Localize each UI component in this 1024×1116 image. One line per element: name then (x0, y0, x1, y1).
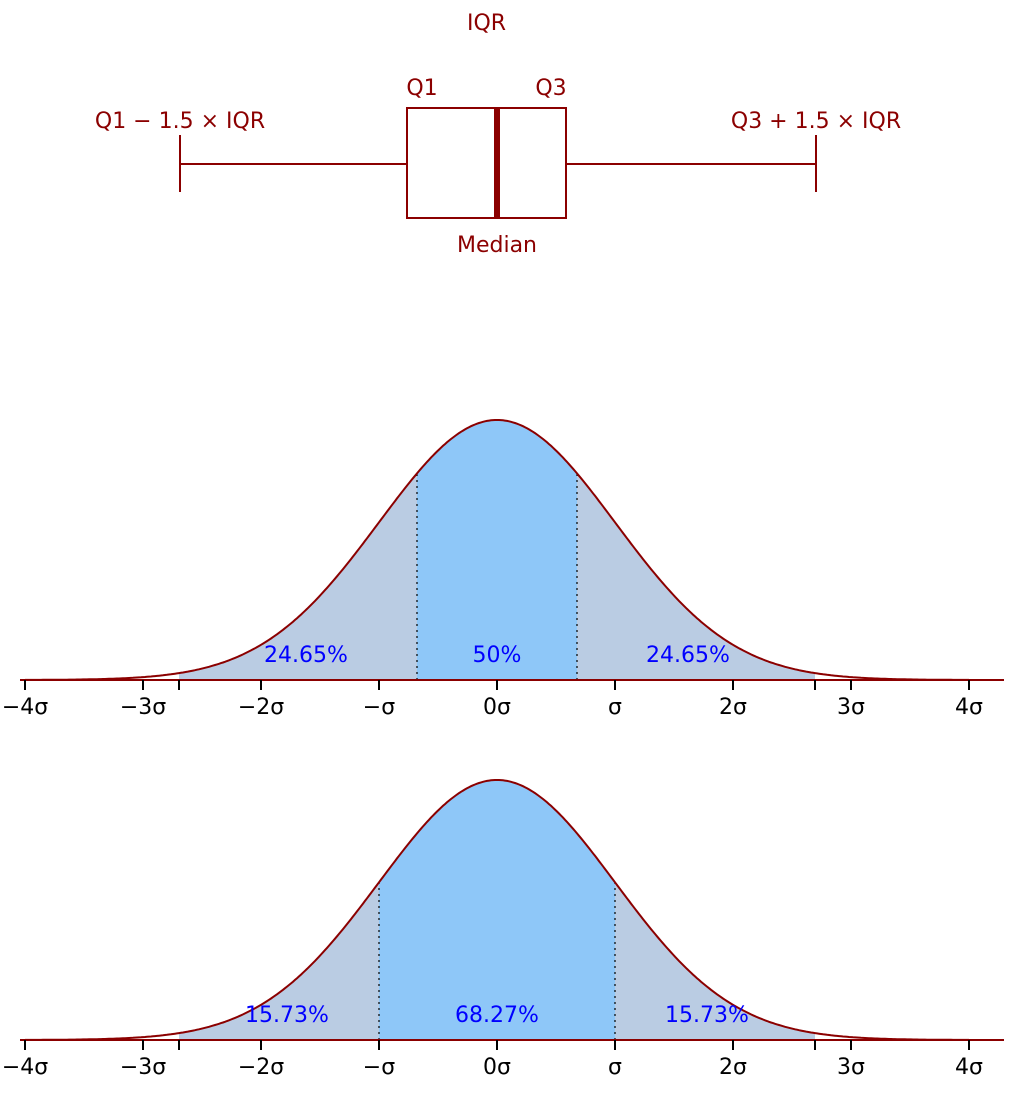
dist1-pct-mid: 50% (473, 643, 522, 668)
label-q1: Q1 (406, 76, 437, 101)
dist2-tick-label: 2σ (719, 1055, 747, 1080)
label-median: Median (457, 233, 537, 258)
dist2-tick-label: −3σ (120, 1055, 166, 1080)
boxplot: IQR Q1 Q3 Q1 − 1.5 × IQR Q3 + 1.5 × IQR Media… (95, 11, 901, 258)
dist1-tick-label: −3σ (120, 695, 166, 720)
dist2-pct-left: 15.73% (245, 1003, 329, 1028)
dist1-tick-label: −2σ (238, 695, 284, 720)
dist1-tick-label: −σ (363, 695, 395, 720)
dist2-area-mid (379, 780, 615, 1040)
dist1-tick-label: −4σ (2, 695, 48, 720)
dist2-pct-mid: 68.27% (455, 1003, 539, 1028)
label-iqr: IQR (467, 11, 506, 36)
dist1-tick-label: σ (608, 695, 622, 720)
dist2-pct-right: 15.73% (665, 1003, 749, 1028)
dist1-tick-label: 3σ (837, 695, 865, 720)
dist1-tick-label: 4σ (955, 695, 983, 720)
dist2-tick-label: 4σ (955, 1055, 983, 1080)
dist2-tick-label: 3σ (837, 1055, 865, 1080)
dist1-tick-label: 2σ (719, 695, 747, 720)
dist2-tick-label: 0σ (483, 1055, 511, 1080)
dist2-tick-label: −σ (363, 1055, 395, 1080)
label-left-whisker: Q1 − 1.5 × IQR (95, 109, 265, 134)
dist2-tick-label: −4σ (2, 1055, 48, 1080)
dist2-tick-label: −2σ (238, 1055, 284, 1080)
dist2-tick-label: σ (608, 1055, 622, 1080)
dist1-pct-right: 24.65% (646, 643, 730, 668)
label-q3: Q3 (535, 76, 566, 101)
label-right-whisker: Q3 + 1.5 × IQR (731, 109, 901, 134)
dist1-pct-left: 24.65% (264, 643, 348, 668)
dist1-tick-label: 0σ (483, 695, 511, 720)
dist1-area-mid (417, 420, 577, 680)
